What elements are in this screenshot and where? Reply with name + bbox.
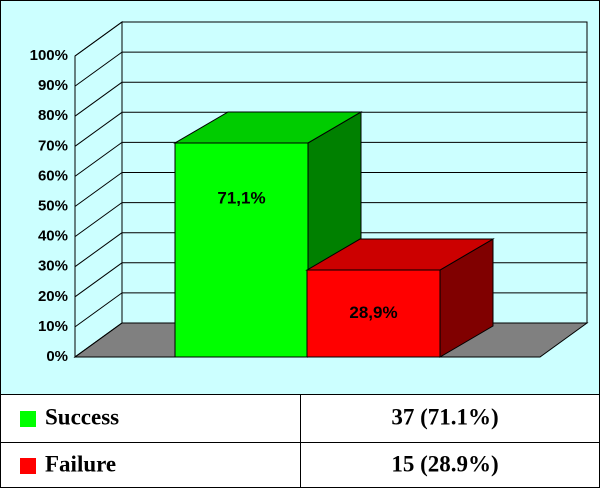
y-tick-label: 90% bbox=[38, 77, 68, 94]
bar bbox=[174, 142, 309, 358]
side-grid-line bbox=[74, 21, 123, 57]
data-label: 71,1% bbox=[217, 188, 265, 207]
legend-label: Success bbox=[45, 404, 119, 429]
y-tick-label: 0% bbox=[46, 348, 68, 365]
y-tick-label: 60% bbox=[38, 167, 68, 184]
side-grid-line bbox=[74, 262, 123, 298]
y-tick-label: 100% bbox=[30, 47, 68, 64]
side-grid-line bbox=[74, 141, 123, 177]
y-tick-label: 30% bbox=[38, 258, 68, 275]
side-grid-line bbox=[74, 81, 123, 117]
table-value: 37 (71.1%) bbox=[391, 404, 498, 429]
side-grid-line bbox=[74, 292, 123, 328]
y-tick-label: 80% bbox=[38, 107, 68, 124]
side-grid-line bbox=[74, 51, 123, 87]
legend-swatch bbox=[20, 411, 36, 427]
side-grid-line bbox=[74, 111, 123, 147]
y-tick-label: 20% bbox=[38, 288, 68, 305]
legend-swatch bbox=[20, 458, 36, 474]
data-label: 28,9% bbox=[349, 303, 397, 322]
y-tick-label: 10% bbox=[38, 318, 68, 335]
side-grid-line bbox=[74, 322, 123, 358]
side-grid-line bbox=[74, 172, 123, 207]
bar bbox=[306, 269, 441, 358]
y-tick-label: 70% bbox=[38, 137, 68, 154]
legend-label: Failure bbox=[45, 451, 116, 476]
y-tick-label: 40% bbox=[38, 228, 68, 245]
table-value: 15 (28.9%) bbox=[391, 451, 498, 476]
side-grid-line bbox=[74, 202, 123, 238]
y-tick-label: 50% bbox=[38, 197, 68, 214]
side-grid-line bbox=[74, 232, 123, 268]
